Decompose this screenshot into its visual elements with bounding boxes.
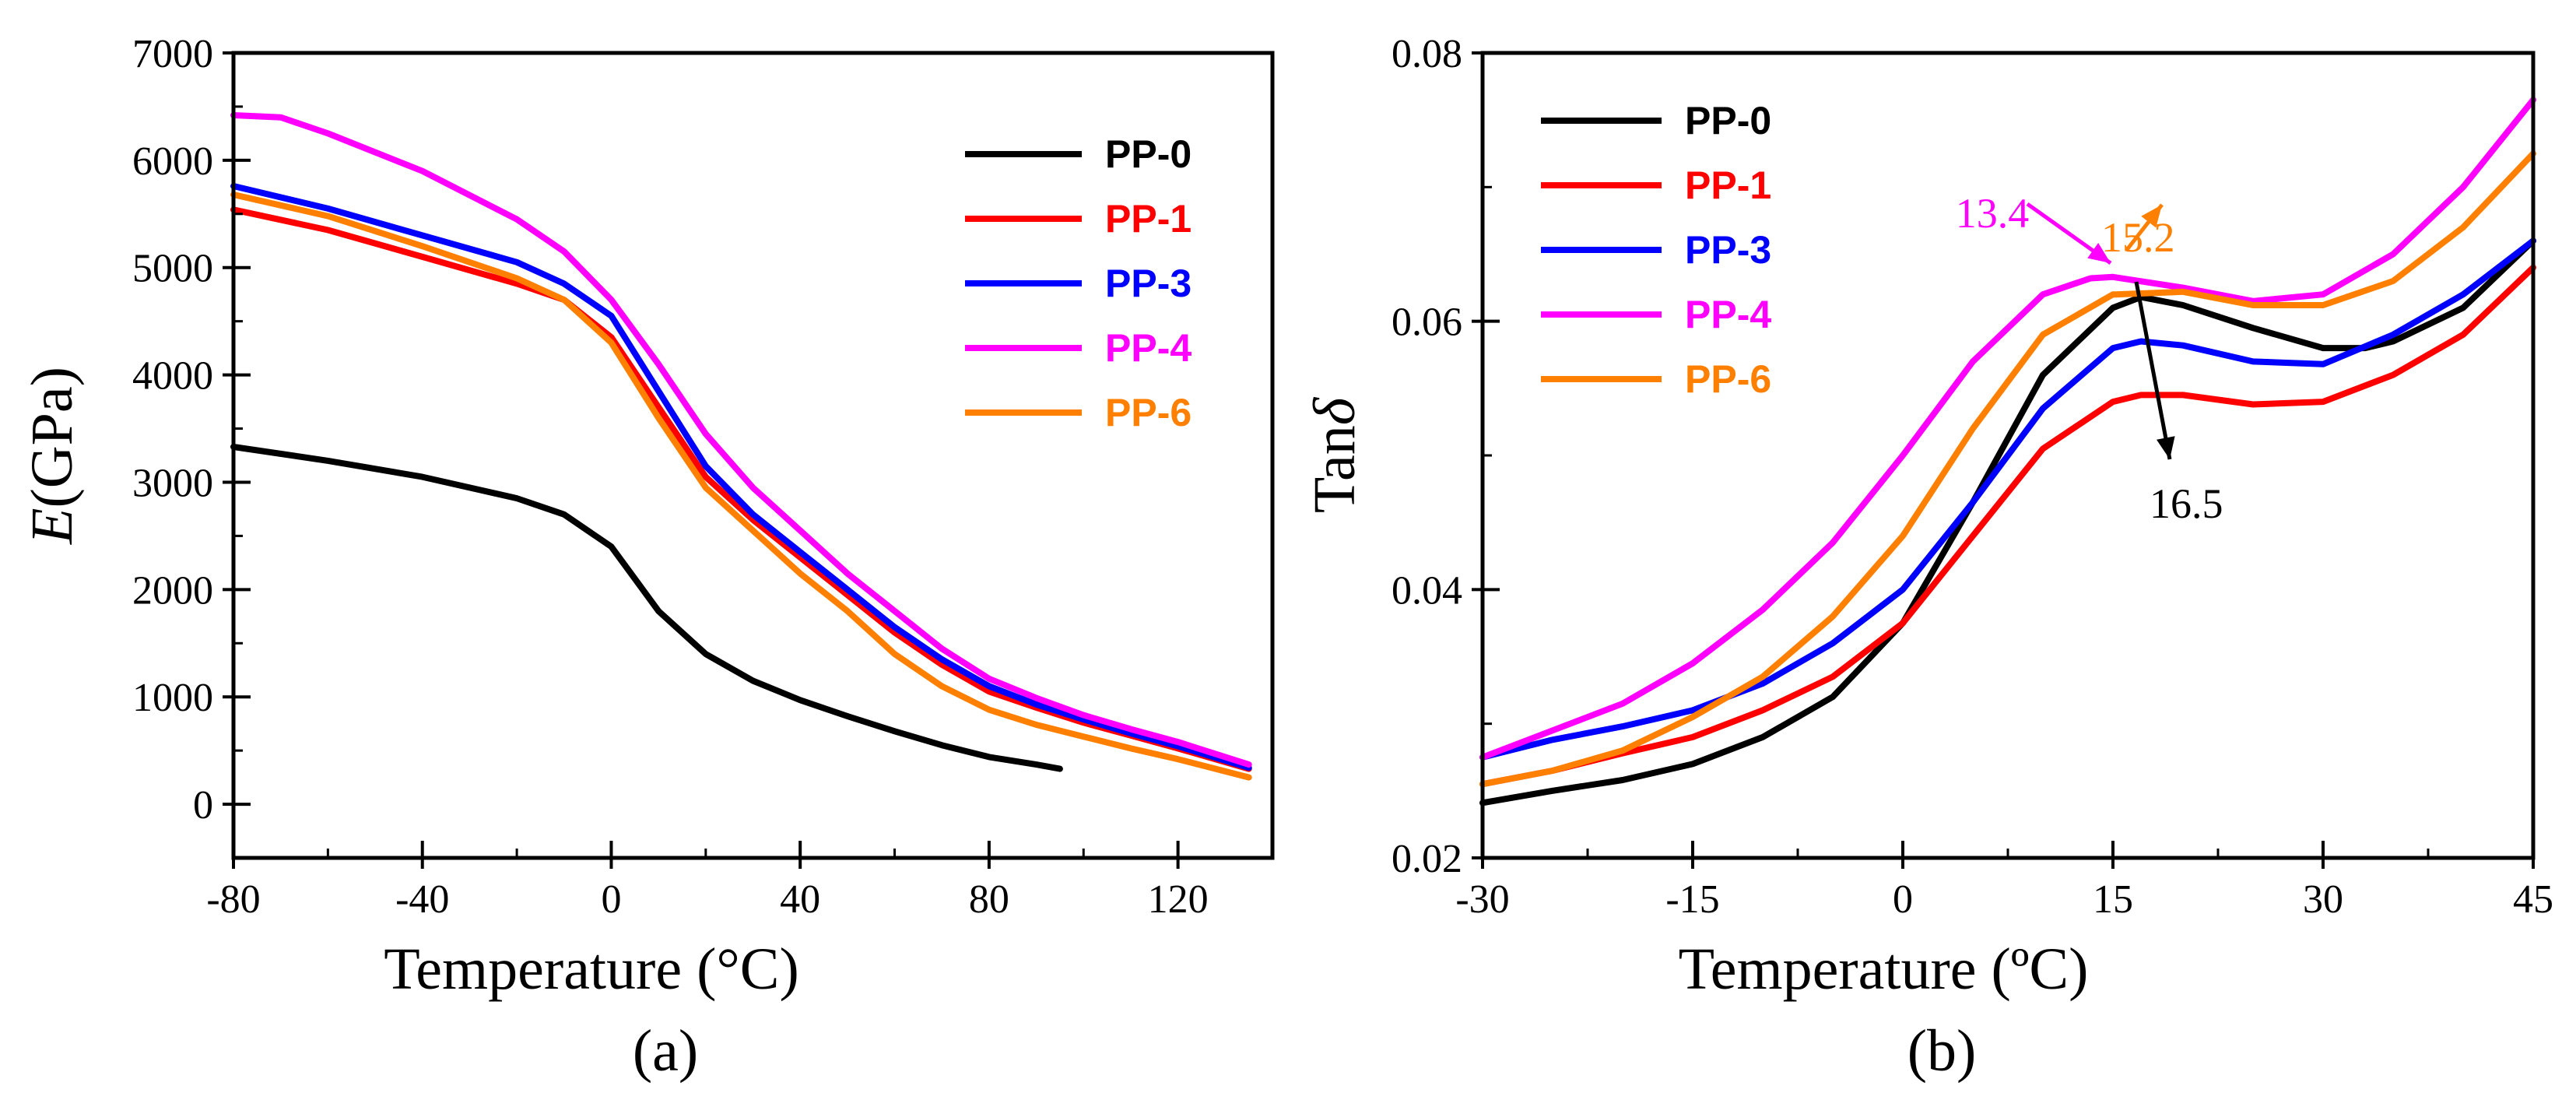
y-tick-label: 4000 bbox=[132, 354, 213, 399]
panel-a-series-group bbox=[230, 112, 1252, 781]
legend-label-pp-1: PP-1 bbox=[1685, 163, 1771, 207]
panel-b-y-axis-text: Tan bbox=[1302, 425, 1367, 513]
x-tick-label: 0 bbox=[1893, 877, 1913, 922]
panel-b-ticks: -30 -15 0 15 30 45 0.02 0.04 0.06 0.08 bbox=[1392, 32, 2553, 922]
series-line-pp-3 bbox=[230, 183, 1252, 771]
panel-a-legend: PP-0 PP-1 PP-3 PP-4 PP-6 bbox=[965, 132, 1191, 434]
series-line-pp-6 bbox=[1479, 150, 2536, 788]
panel-b-legend: PP-0 PP-1 PP-3 PP-4 PP-6 bbox=[1541, 99, 1771, 401]
series-line-pp-0 bbox=[230, 444, 1063, 772]
x-tick-label: 0 bbox=[601, 877, 621, 922]
panel-a: -80 -40 0 40 80 120 0 1000 2000 3000 4000 5000 6000 7… bbox=[19, 32, 1275, 1084]
x-tick-label: -30 bbox=[1455, 877, 1509, 922]
legend-label-pp-3: PP-3 bbox=[1105, 262, 1191, 305]
legend-label-pp-0: PP-0 bbox=[1685, 99, 1771, 142]
series-line-pp-6 bbox=[230, 192, 1252, 781]
y-tick-label: 0.02 bbox=[1392, 837, 1462, 881]
panel-b-annotations: 13.4 15.2 16.5 bbox=[1956, 190, 2223, 527]
x-tick-label: -80 bbox=[206, 877, 260, 922]
x-tick-label: 30 bbox=[2303, 877, 2343, 922]
x-tick-label: 40 bbox=[780, 877, 820, 922]
legend-label-pp-6: PP-6 bbox=[1105, 391, 1191, 434]
panel-a-label: (a) bbox=[633, 1018, 698, 1084]
series-line-pp-1 bbox=[1479, 264, 2536, 788]
y-tick-label: 7000 bbox=[132, 32, 213, 76]
x-tick-label: -40 bbox=[395, 877, 449, 922]
x-tick-label: 15 bbox=[2093, 877, 2133, 922]
y-tick-label: 2000 bbox=[132, 568, 213, 613]
panel-a-y-axis-unit: (GPa) bbox=[19, 367, 85, 508]
legend-label-pp-6: PP-6 bbox=[1685, 357, 1771, 401]
annotation-arrowhead-13.4 bbox=[2087, 243, 2111, 263]
panel-b-series-group bbox=[1479, 97, 2536, 807]
panel-a-plot-frame bbox=[231, 51, 1275, 860]
legend-label-pp-4: PP-4 bbox=[1105, 326, 1191, 370]
panel-a-y-axis-title: E(GPa) bbox=[19, 367, 85, 545]
y-tick-label: 0.04 bbox=[1392, 568, 1462, 613]
annotation-arrowhead-16.5 bbox=[2157, 436, 2175, 459]
y-tick-label: 6000 bbox=[132, 139, 213, 184]
y-tick-label: 0.06 bbox=[1392, 300, 1462, 345]
panel-a-ticks: -80 -40 0 40 80 120 0 1000 2000 3000 4000 5000 6000 7… bbox=[132, 32, 1209, 922]
x-tick-label: 80 bbox=[969, 877, 1009, 922]
panel-a-x-axis-title: Temperature (°C) bbox=[384, 937, 799, 1002]
panel-b-label: (b) bbox=[1907, 1018, 1977, 1084]
panel-a-y-axis-symbol: E bbox=[19, 508, 85, 545]
legend-label-pp-1: PP-1 bbox=[1105, 197, 1191, 241]
y-tick-label: 5000 bbox=[132, 247, 213, 291]
legend-label-pp-3: PP-3 bbox=[1685, 228, 1771, 272]
annotation-arrowhead-15.2 bbox=[2141, 205, 2162, 228]
y-tick-label: 1000 bbox=[132, 676, 213, 720]
series-line-pp-3 bbox=[1479, 237, 2536, 761]
series-line-pp-4 bbox=[1479, 97, 2536, 761]
panel-b-y-axis-symbol: δ bbox=[1302, 396, 1367, 425]
panel-b: -30 -15 0 15 30 450.020.040.060.08 PP-0PP-1PP… bbox=[1302, 32, 2553, 1084]
annotation-arrow-16.5 bbox=[2134, 281, 2172, 460]
y-tick-label: 3000 bbox=[132, 461, 213, 505]
y-tick-label: 0.08 bbox=[1392, 32, 1462, 76]
legend-label-pp-4: PP-4 bbox=[1685, 293, 1771, 336]
annotation-label-15.2: 15.2 bbox=[2101, 214, 2175, 261]
x-tick-label: 45 bbox=[2513, 877, 2553, 922]
series-line-pp-1 bbox=[230, 206, 1252, 772]
x-tick-label: -15 bbox=[1665, 877, 1719, 922]
series-line-pp-4 bbox=[230, 112, 1252, 768]
annotation-label-16.5: 16.5 bbox=[2150, 480, 2223, 527]
panel-b-x-axis-title: Temperature (ºC) bbox=[1679, 937, 2089, 1002]
annotation-label-13.4: 13.4 bbox=[1956, 190, 2030, 237]
panel-b-y-axis-title: Tanδ bbox=[1302, 396, 1367, 513]
y-tick-label: 0 bbox=[193, 783, 213, 828]
x-tick-label: 120 bbox=[1148, 877, 1209, 922]
legend-label-pp-0: PP-0 bbox=[1105, 132, 1191, 176]
